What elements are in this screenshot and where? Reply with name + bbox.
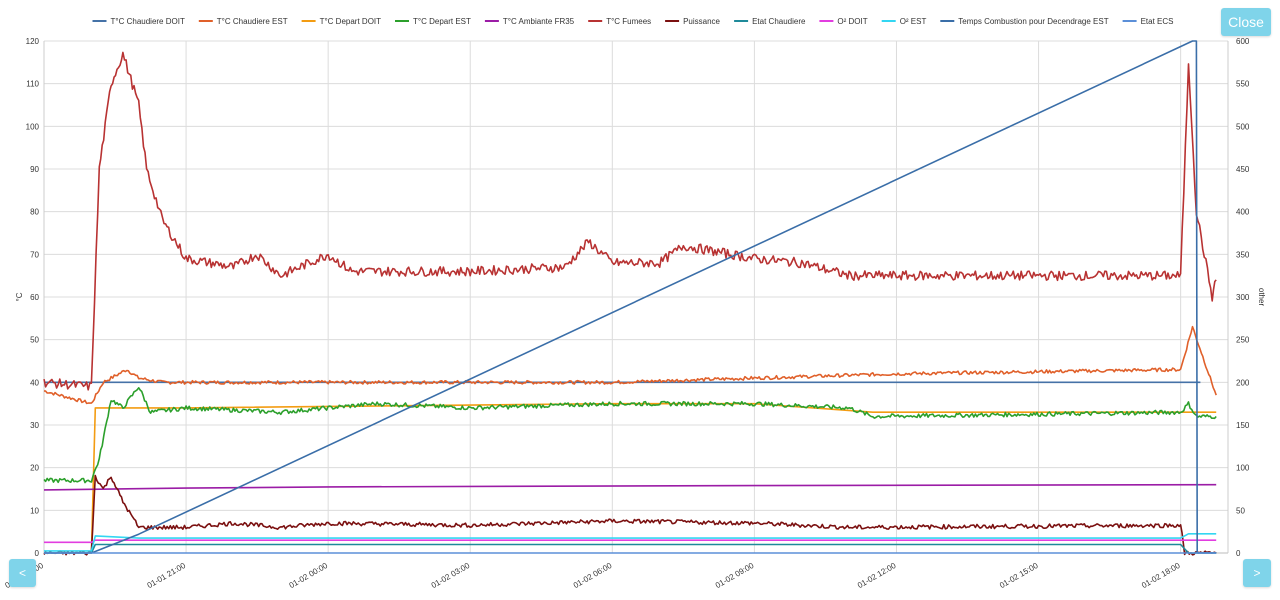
right-tick-label: 50 bbox=[1236, 506, 1245, 515]
right-tick-label: 250 bbox=[1236, 336, 1250, 345]
legend-label: T°C Depart DOIT bbox=[320, 17, 382, 26]
x-tick-label: 01-02 18:00 bbox=[1140, 561, 1182, 590]
left-tick-label: 0 bbox=[35, 549, 40, 558]
series-line-5 bbox=[43, 483, 1217, 491]
left-tick-label: 120 bbox=[26, 37, 40, 46]
right-tick-label: 100 bbox=[1236, 464, 1250, 473]
series-line-2 bbox=[43, 325, 1217, 405]
right-tick-label: 600 bbox=[1236, 37, 1250, 46]
series-line-7 bbox=[43, 474, 1217, 556]
x-tick-label: 01-02 06:00 bbox=[572, 561, 614, 590]
previous-button[interactable]: < bbox=[9, 559, 36, 587]
right-tick-label: 400 bbox=[1236, 208, 1250, 217]
legend-item[interactable]: Temps Combustion pour Decendrage EST bbox=[940, 17, 1109, 26]
legend-label: O² EST bbox=[900, 17, 927, 26]
left-tick-label: 30 bbox=[30, 421, 39, 430]
right-tick-label: 300 bbox=[1236, 293, 1250, 302]
legend-item[interactable]: T°C Ambiante FR35 bbox=[484, 17, 575, 26]
legend-label: Puissance bbox=[683, 17, 720, 26]
left-y-axis: 0 10 20 30 40 50 60 70 80 90 100 110 120 bbox=[26, 37, 40, 558]
x-tick-label: 01-01 21:00 bbox=[146, 561, 188, 590]
chart-legend: T°C Chaudiere DOIT T°C Chaudiere EST T°C D… bbox=[92, 17, 1174, 26]
legend-item[interactable]: T°C Fumees bbox=[588, 17, 651, 26]
x-tick-label: 01-02 03:00 bbox=[430, 561, 472, 590]
right-tick-label: 500 bbox=[1236, 122, 1250, 131]
next-button[interactable]: > bbox=[1243, 559, 1271, 587]
right-tick-label: 550 bbox=[1236, 80, 1250, 89]
legend-label: T°C Chaudiere EST bbox=[217, 17, 288, 26]
right-tick-label: 200 bbox=[1236, 378, 1250, 387]
close-button[interactable]: Close bbox=[1221, 8, 1271, 36]
x-tick-label: 01-02 15:00 bbox=[998, 561, 1040, 590]
legend-label: T°C Fumees bbox=[606, 17, 651, 26]
left-tick-label: 70 bbox=[30, 250, 39, 259]
right-tick-label: 350 bbox=[1236, 250, 1250, 259]
left-tick-label: 110 bbox=[26, 80, 39, 89]
x-tick-label: 01-02 12:00 bbox=[856, 561, 898, 590]
legend-label: T°C Ambiante FR35 bbox=[503, 17, 575, 26]
legend-label: Etat Chaudiere bbox=[752, 17, 806, 26]
right-axis-title: other bbox=[1257, 288, 1266, 307]
legend-item[interactable]: Etat ECS bbox=[1122, 17, 1174, 26]
chart-grid bbox=[43, 40, 1229, 554]
series-line-9 bbox=[44, 539, 1217, 544]
left-tick-label: 20 bbox=[30, 464, 39, 473]
series-line-8 bbox=[44, 543, 1217, 554]
x-tick-label: 01-02 00:00 bbox=[288, 561, 330, 590]
legend-item[interactable]: T°C Chaudiere DOIT bbox=[92, 17, 185, 26]
legend-item[interactable]: O² EST bbox=[881, 17, 927, 26]
right-tick-label: 450 bbox=[1236, 165, 1250, 174]
legend-label: T°C Chaudiere DOIT bbox=[111, 17, 185, 26]
left-tick-label: 10 bbox=[30, 506, 39, 515]
series-line-4 bbox=[43, 387, 1217, 484]
series-line-10 bbox=[44, 533, 1217, 552]
legend-item[interactable]: Puissance bbox=[665, 17, 721, 26]
legend-label: T°C Depart EST bbox=[413, 17, 471, 26]
legend-item[interactable]: T°C Chaudiere EST bbox=[198, 17, 288, 26]
left-tick-label: 60 bbox=[30, 293, 39, 302]
series-line-6 bbox=[43, 51, 1217, 391]
right-tick-label: 0 bbox=[1236, 549, 1241, 558]
legend-item[interactable]: Etat Chaudiere bbox=[734, 17, 806, 26]
left-tick-label: 80 bbox=[30, 208, 39, 217]
legend-item[interactable]: O² DOIT bbox=[819, 17, 868, 26]
right-y-axis: 0 50 100 150 200 250 300 350 400 450 500 550 600 bbox=[1236, 37, 1250, 558]
right-tick-label: 150 bbox=[1236, 421, 1250, 430]
legend-label: Etat ECS bbox=[1141, 17, 1174, 26]
left-axis-title: °C bbox=[15, 292, 24, 301]
left-tick-label: 50 bbox=[30, 336, 39, 345]
left-tick-label: 40 bbox=[30, 378, 39, 387]
left-tick-label: 100 bbox=[26, 122, 40, 131]
left-tick-label: 90 bbox=[30, 165, 39, 174]
legend-item[interactable]: T°C Depart DOIT bbox=[301, 17, 382, 26]
legend-item[interactable]: T°C Depart EST bbox=[395, 17, 471, 26]
legend-label: O² DOIT bbox=[837, 17, 867, 26]
series-layer bbox=[43, 40, 1217, 556]
legend-label: Temps Combustion pour Decendrage EST bbox=[958, 17, 1108, 26]
x-tick-label: 01-02 09:00 bbox=[714, 561, 756, 590]
series-line-3 bbox=[44, 402, 1217, 554]
